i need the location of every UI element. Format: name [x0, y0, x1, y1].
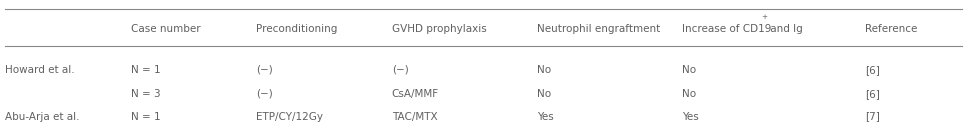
Text: CsA/MMF: CsA/MMF	[392, 89, 439, 99]
Text: Howard et al.: Howard et al.	[5, 65, 74, 75]
Text: Increase of CD19: Increase of CD19	[682, 25, 771, 34]
Text: [7]: [7]	[865, 112, 880, 122]
Text: Reference: Reference	[865, 25, 918, 34]
Text: ETP/CY/12Gy: ETP/CY/12Gy	[256, 112, 323, 122]
Text: No: No	[682, 65, 696, 75]
Text: Neutrophil engraftment: Neutrophil engraftment	[537, 25, 659, 34]
Text: N = 1: N = 1	[131, 65, 161, 75]
Text: Preconditioning: Preconditioning	[256, 25, 337, 34]
Text: Yes: Yes	[682, 112, 698, 122]
Text: No: No	[537, 65, 551, 75]
Text: +: +	[761, 14, 767, 20]
Text: Yes: Yes	[537, 112, 553, 122]
Text: (−): (−)	[256, 65, 273, 75]
Text: TAC/MTX: TAC/MTX	[392, 112, 437, 122]
Text: No: No	[682, 89, 696, 99]
Text: N = 3: N = 3	[131, 89, 161, 99]
Text: [6]: [6]	[865, 89, 880, 99]
Text: No: No	[537, 89, 551, 99]
Text: Case number: Case number	[131, 25, 200, 34]
Text: N = 1: N = 1	[131, 112, 161, 122]
Text: [6]: [6]	[865, 65, 880, 75]
Text: Abu-Arja et al.: Abu-Arja et al.	[5, 112, 79, 122]
Text: (−): (−)	[392, 65, 408, 75]
Text: (−): (−)	[256, 89, 273, 99]
Text: GVHD prophylaxis: GVHD prophylaxis	[392, 25, 486, 34]
Text: and Ig: and Ig	[767, 25, 803, 34]
